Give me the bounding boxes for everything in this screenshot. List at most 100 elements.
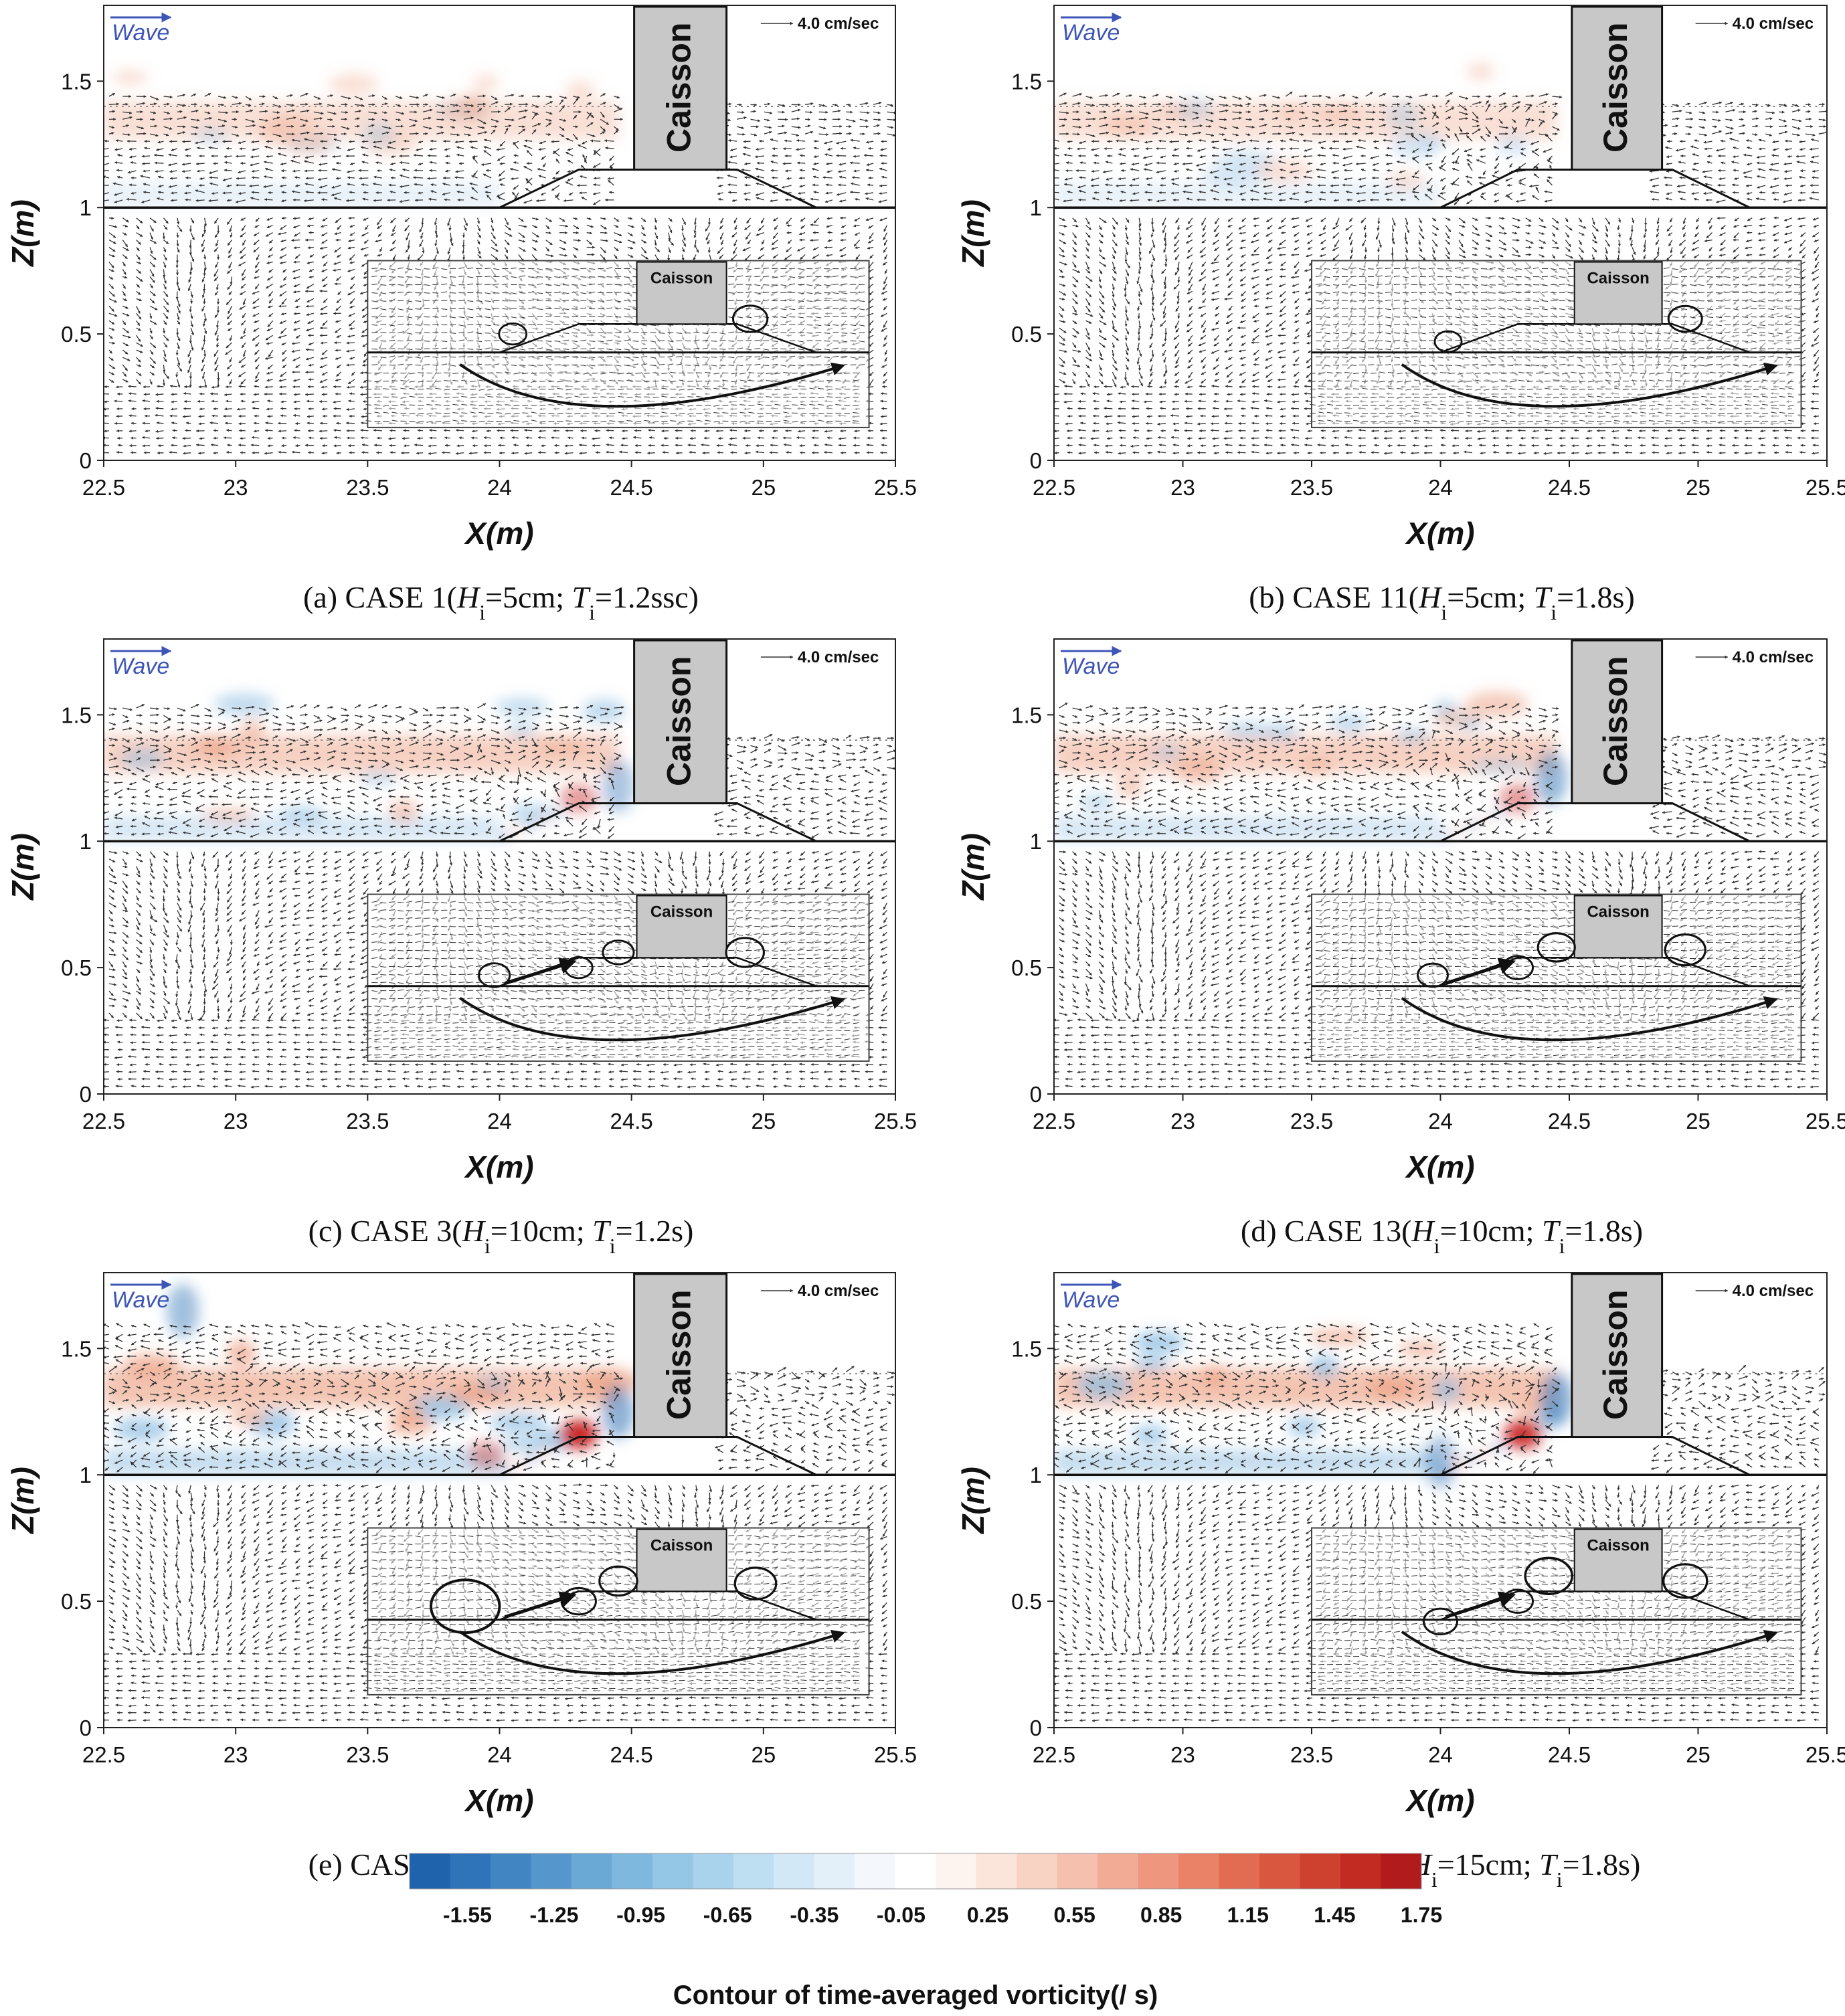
inset-vector	[415, 349, 422, 350]
velocity-vector	[491, 247, 499, 252]
velocity-vector	[360, 246, 369, 251]
inset-vector	[583, 381, 590, 382]
velocity-vector	[1225, 430, 1233, 433]
velocity-vector	[1240, 335, 1246, 338]
inset-vector	[832, 325, 839, 326]
velocity-vector	[226, 342, 232, 349]
velocity-vector	[201, 357, 205, 363]
caption-part: =5cm;	[485, 580, 564, 614]
velocity-vector	[228, 254, 232, 258]
velocity-vector	[149, 217, 157, 223]
velocity-vector	[1239, 371, 1246, 376]
velocity-vector	[476, 247, 481, 255]
velocity-vector	[504, 247, 509, 254]
velocity-vector	[859, 118, 869, 122]
velocity-vector	[1187, 320, 1193, 327]
velocity-vector	[163, 328, 166, 334]
velocity-vector	[254, 225, 260, 228]
velocity-vector	[104, 155, 109, 159]
caption-part: i	[479, 600, 485, 624]
velocity-vector	[1159, 400, 1166, 403]
scale-label: 4.0 cm/sec	[798, 15, 879, 33]
velocity-vector	[786, 451, 792, 454]
velocity-vector	[228, 290, 232, 296]
velocity-vector	[155, 393, 164, 396]
velocity-vector	[251, 400, 260, 403]
velocity-vector	[292, 276, 300, 280]
velocity-vector	[406, 232, 410, 241]
velocity-vector	[1200, 335, 1207, 340]
velocity-vector	[295, 364, 300, 369]
velocity-vector	[252, 148, 260, 151]
velocity-vector	[483, 146, 492, 149]
velocity-vector	[1295, 327, 1300, 333]
velocity-vector	[256, 254, 260, 261]
velocity-vector	[778, 104, 786, 107]
velocity-vector	[389, 451, 396, 454]
velocity-vector	[122, 240, 128, 248]
inset-vector	[424, 268, 430, 270]
velocity-vector	[266, 283, 273, 289]
velocity-vector	[293, 320, 300, 324]
velocity-vector	[1072, 342, 1077, 349]
velocity-vector	[600, 93, 606, 97]
velocity-vector	[887, 133, 895, 137]
velocity-vector	[736, 126, 745, 129]
velocity-vector	[228, 247, 233, 254]
velocity-vector	[266, 371, 273, 375]
caption-part: =1.2ssc)	[595, 580, 699, 614]
velocity-vector	[846, 103, 851, 106]
velocity-vector	[1811, 392, 1819, 395]
velocity-vector	[1211, 415, 1219, 418]
velocity-vector	[1241, 379, 1246, 383]
velocity-vector	[127, 170, 137, 174]
velocity-vector	[291, 239, 300, 242]
velocity-vector	[513, 161, 519, 165]
velocity-vector	[1666, 452, 1672, 455]
velocity-vector	[122, 349, 128, 355]
velocity-vector	[1228, 379, 1233, 383]
velocity-vector	[263, 175, 273, 179]
velocity-vector	[306, 312, 314, 316]
velocity-vector	[764, 126, 772, 129]
velocity-vector	[266, 342, 273, 345]
velocity-vector	[879, 184, 887, 187]
velocity-vector	[668, 217, 673, 222]
velocity-vector	[149, 247, 153, 254]
velocity-vector	[1085, 371, 1091, 378]
inset-vector	[844, 405, 851, 406]
velocity-vector	[791, 133, 800, 136]
velocity-vector	[1252, 371, 1259, 377]
velocity-vector	[1276, 452, 1286, 455]
velocity-vector	[319, 312, 328, 316]
velocity-vector	[1265, 342, 1273, 346]
inset-vector	[635, 373, 642, 374]
velocity-vector	[417, 254, 424, 261]
x-tick-label: 23.5	[346, 475, 389, 500]
velocity-vector	[319, 379, 328, 383]
velocity-vector	[264, 429, 273, 432]
velocity-vector	[1346, 430, 1352, 433]
velocity-vector	[190, 93, 197, 97]
velocity-vector	[1125, 342, 1129, 351]
velocity-vector	[727, 191, 737, 194]
velocity-vector	[883, 342, 887, 347]
velocity-vector	[204, 93, 211, 97]
velocity-vector	[169, 177, 177, 180]
velocity-vector	[286, 94, 293, 97]
velocity-vector	[545, 254, 554, 258]
velocity-vector	[1150, 357, 1153, 363]
velocity-vector	[854, 430, 860, 433]
velocity-vector	[335, 217, 342, 223]
inset-vector	[435, 381, 442, 382]
velocity-vector	[267, 364, 274, 370]
vorticity-patch	[1278, 105, 1307, 118]
velocity-vector	[434, 217, 438, 225]
inset-vector	[406, 357, 413, 358]
velocity-vector	[482, 173, 492, 179]
velocity-vector	[293, 400, 300, 403]
velocity-vector	[1187, 437, 1193, 440]
velocity-vector	[1676, 429, 1686, 432]
velocity-vector	[731, 232, 737, 238]
